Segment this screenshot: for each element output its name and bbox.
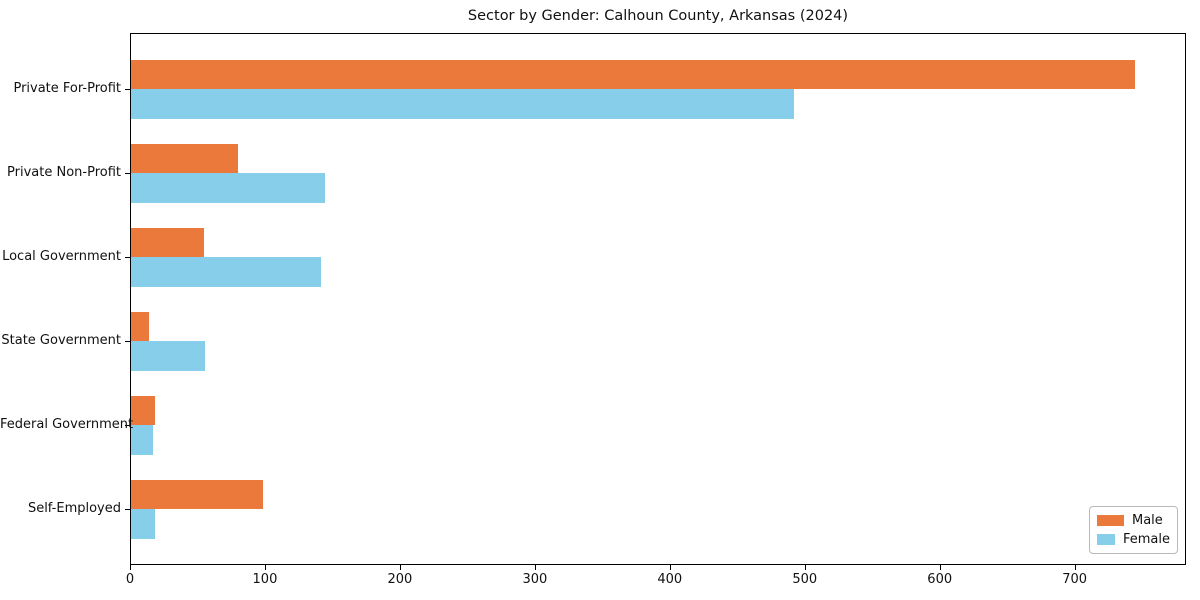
legend-entry-female: Female [1097,533,1170,546]
plot-area [130,33,1186,565]
y-axis-tick-local-government [125,257,130,258]
y-tick-label-self-employed: Self-Employed [27,501,121,516]
x-tick-label-0: 0 [125,572,135,587]
x-tick-label-700: 700 [1062,572,1088,587]
x-tick-label-400: 400 [657,572,683,587]
x-axis-tick-400 [669,565,671,570]
bar-female-local-government [131,257,322,287]
x-axis-tick-300 [534,565,536,570]
chart-title: Sector by Gender: Calhoun County, Arkans… [467,8,849,24]
x-tick-label-600: 600 [927,572,953,587]
x-axis-tick-200 [399,565,401,570]
y-tick-label-federal-government: Federal Government [0,417,134,432]
x-axis-tick-500 [804,565,806,570]
y-axis-tick-private-non-profit [125,173,130,174]
x-tick-label-100: 100 [252,572,278,587]
y-tick-label-local-government: Local Government [2,249,121,264]
y-tick-label-private-non-profit: Private Non-Profit [7,165,121,180]
legend-swatch-male-icon [1097,515,1124,526]
legend-label-female: Female [1122,532,1170,547]
y-axis-tick-private-for-profit [125,89,130,90]
bar-female-federal-government [131,425,153,455]
bar-male-federal-government [131,395,156,425]
bar-male-state-government [131,311,149,341]
bar-female-private-for-profit [131,89,794,119]
y-axis-tick-self-employed [125,509,130,510]
x-tick-label-300: 300 [522,572,548,587]
legend-entry-male: Male [1097,514,1170,527]
x-axis-tick-600 [939,565,941,570]
bar-male-self-employed [131,479,264,509]
bar-female-state-government [131,341,206,371]
legend-label-male: Male [1132,513,1163,528]
y-tick-label-state-government: State Government [1,333,121,348]
bar-male-private-non-profit [131,143,238,173]
y-axis-tick-state-government [125,341,130,342]
y-tick-label-private-for-profit: Private For-Profit [13,81,121,96]
x-tick-label-500: 500 [792,572,818,587]
x-axis-tick-0 [130,565,131,570]
y-axis-tick-federal-government [125,425,130,426]
x-axis-tick-700 [1074,565,1076,570]
bar-female-self-employed [131,509,156,539]
x-axis-tick-100 [264,565,266,570]
bar-male-private-for-profit [131,59,1136,89]
legend-swatch-female-icon [1097,534,1115,545]
x-tick-label-200: 200 [387,572,413,587]
legend: Male Female [1089,506,1178,554]
bar-female-private-non-profit [131,173,326,203]
bar-male-local-government [131,227,204,257]
